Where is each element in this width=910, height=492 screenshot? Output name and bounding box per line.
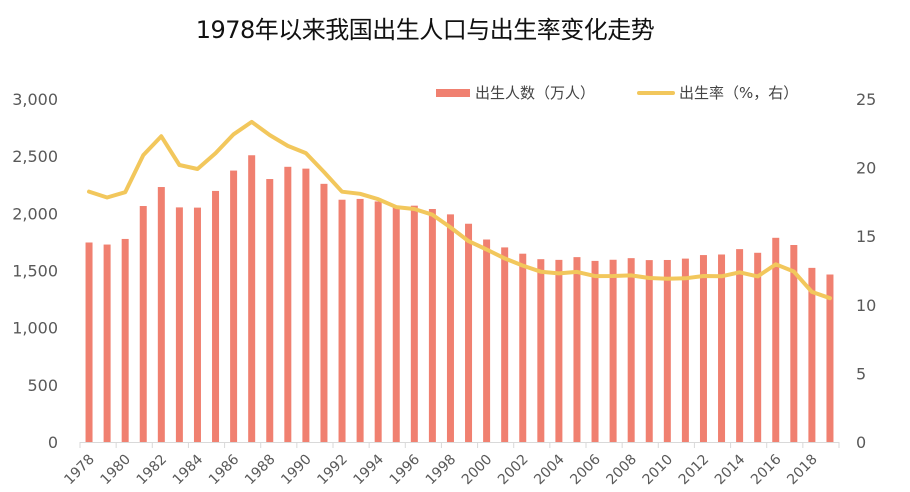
bar-1996	[410, 205, 418, 442]
left-y-axis: 0 500 1,000 1,500 2,000 2,500 3,000	[12, 90, 58, 452]
right-y-tick-label: 0	[856, 433, 866, 452]
bar-2002	[519, 253, 527, 442]
x-tick-label: 2014	[712, 451, 749, 488]
x-tick-label: 2006	[567, 451, 604, 488]
x-tick-label: 2016	[748, 451, 785, 488]
legend-label-birth-rate: 出生率（%，右）	[679, 84, 799, 102]
line-series-birth-rate	[87, 119, 832, 301]
x-tick-label: 2008	[603, 452, 640, 489]
bar-2019	[826, 274, 834, 442]
bar-2017	[790, 245, 798, 442]
x-tick-label: 1986	[206, 451, 243, 488]
x-tick-label: 2002	[495, 452, 532, 489]
bar-1999	[465, 223, 473, 442]
x-tick-label: 1984	[170, 451, 207, 488]
left-y-tick-label: 500	[27, 376, 58, 395]
bar-1997	[428, 208, 436, 442]
bar-2011	[681, 258, 689, 442]
legend: 出生人数（万人） 出生率（%，右）	[436, 82, 840, 103]
right-y-tick-label: 25	[856, 90, 876, 109]
x-tick-label: 1988	[242, 452, 279, 489]
bar-1991	[320, 183, 328, 442]
bar-1980	[121, 238, 129, 442]
bar-1978	[85, 242, 93, 442]
bar-1985	[212, 190, 220, 442]
bar-2000	[483, 239, 491, 442]
chart-title: 1978年以来我国出生人口与出生率变化走势	[195, 16, 655, 44]
right-y-tick-label: 15	[856, 227, 876, 246]
legend-item-births: 出生人数（万人）	[436, 82, 595, 103]
bar-2013	[718, 254, 726, 442]
bar-1988	[266, 179, 274, 443]
legend-line-swatch-icon	[637, 90, 676, 95]
left-y-tick-label: 2,000	[12, 204, 58, 223]
legend-label-births: 出生人数（万人）	[475, 84, 596, 102]
bar-2018	[808, 267, 816, 442]
bar-1993	[356, 198, 364, 442]
bar-1984	[193, 207, 201, 442]
legend-bar-swatch-icon	[436, 88, 470, 97]
bar-1987	[248, 155, 256, 442]
right-y-tick-label: 10	[856, 296, 876, 315]
legend-item-birth-rate: 出生率（%，右）	[637, 82, 798, 103]
bar-2009	[645, 260, 653, 442]
bar-1994	[374, 201, 382, 442]
bar-1992	[338, 199, 346, 442]
bar-2003	[537, 259, 545, 442]
x-tick-label: 2012	[676, 452, 713, 489]
left-y-tick-label: 2,500	[12, 147, 58, 166]
bar-1983	[175, 207, 183, 442]
bar-1990	[302, 168, 310, 442]
bar-1981	[139, 206, 147, 442]
bar-1986	[230, 170, 238, 442]
bar-2012	[699, 255, 707, 442]
bar-2007	[609, 259, 617, 442]
bar-2005	[573, 257, 581, 442]
right-y-tick-label: 20	[856, 159, 876, 178]
x-tick-label: 1992	[314, 452, 351, 489]
right-y-tick-label: 5	[856, 364, 866, 383]
left-y-tick-label: 1,000	[12, 319, 58, 338]
x-tick-label: 1980	[97, 452, 134, 489]
x-tick-label: 1982	[134, 452, 171, 489]
x-tick-label: 1994	[350, 451, 387, 488]
bar-series-births	[85, 155, 834, 443]
bar-2010	[663, 259, 671, 442]
bar-2004	[555, 259, 563, 442]
right-y-axis: 0 5 10 15 20 25	[856, 90, 876, 452]
bar-1979	[103, 244, 111, 442]
bar-2015	[754, 252, 762, 442]
left-y-tick-label: 3,000	[12, 90, 58, 109]
x-tick-label: 2018	[784, 452, 821, 489]
bar-2016	[772, 237, 780, 442]
bar-2006	[591, 260, 599, 442]
x-axis: 1978 1980 1982 1984 1986 1988 1990 1992 1994 1996…	[61, 442, 840, 489]
bar-2008	[627, 258, 635, 442]
left-y-tick-label: 1,500	[12, 262, 58, 281]
x-tick-label: 1996	[387, 451, 424, 488]
left-y-tick-label: 0	[48, 433, 58, 452]
x-tick-label: 1998	[423, 452, 460, 489]
bar-2014	[736, 249, 744, 442]
x-tick-label: 2010	[640, 452, 677, 489]
bar-1982	[157, 187, 165, 442]
x-tick-label: 2000	[459, 452, 496, 489]
bar-1998	[446, 214, 454, 442]
bar-2001	[501, 247, 509, 442]
bar-1995	[392, 206, 400, 442]
x-tick-label: 2004	[531, 451, 568, 488]
bar-1989	[284, 166, 292, 442]
x-tick-label: 1978	[61, 452, 98, 489]
x-tick-label: 1990	[278, 452, 315, 489]
